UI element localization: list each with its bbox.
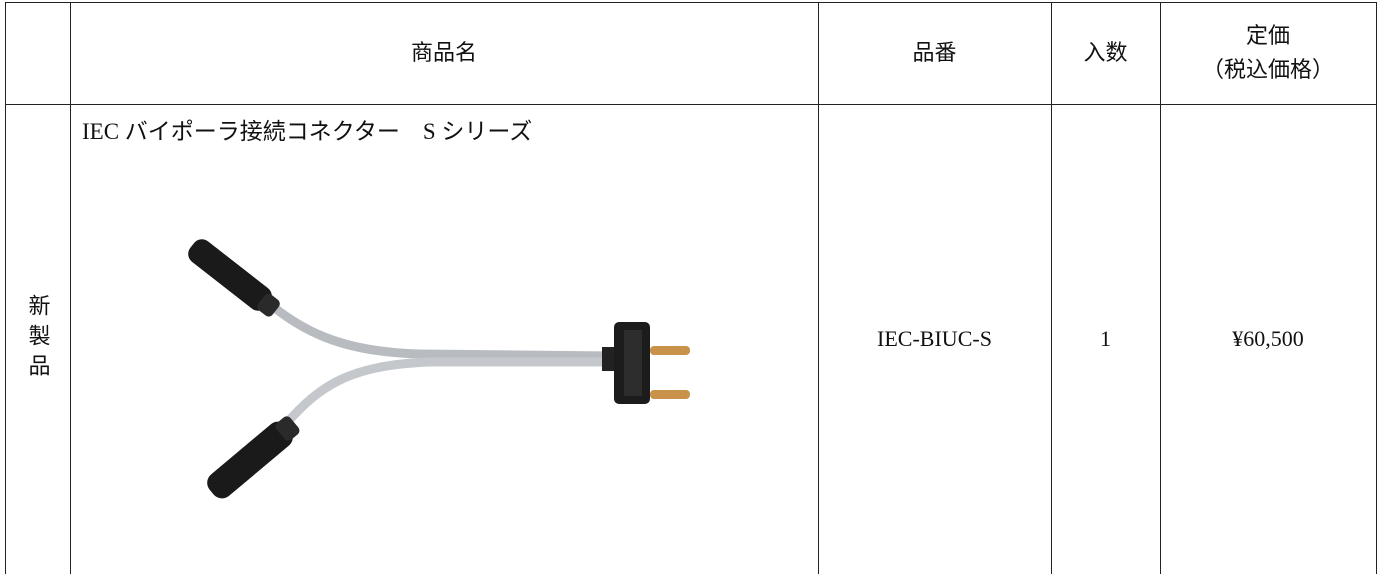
rule bbox=[70, 2, 71, 574]
row-label: 新製品 bbox=[5, 104, 70, 574]
header-cell: 商品名 bbox=[410, 40, 477, 65]
header-cell: 品番 bbox=[912, 40, 957, 65]
header-cell: 定価 （税込価格） bbox=[1160, 2, 1376, 104]
quantity: 1 bbox=[1100, 326, 1111, 351]
header-text: 定価 bbox=[1245, 23, 1290, 48]
price: ¥60,500 bbox=[1232, 326, 1304, 351]
rule bbox=[5, 104, 1377, 105]
header-text: （税込価格） bbox=[1201, 57, 1334, 82]
part-number: IEC-BIUC-S bbox=[877, 326, 992, 351]
rule bbox=[1160, 2, 1161, 574]
rule bbox=[1376, 2, 1377, 574]
product-name: IEC バイポーラ接続コネクター S シリーズ bbox=[82, 119, 533, 144]
product-image bbox=[188, 239, 690, 499]
header-cell: 入数 bbox=[1083, 40, 1128, 65]
rule bbox=[1051, 2, 1052, 574]
rule bbox=[5, 2, 1377, 3]
row-label-text: 新製品 bbox=[25, 294, 51, 384]
rule bbox=[818, 2, 819, 574]
rule bbox=[5, 2, 6, 574]
